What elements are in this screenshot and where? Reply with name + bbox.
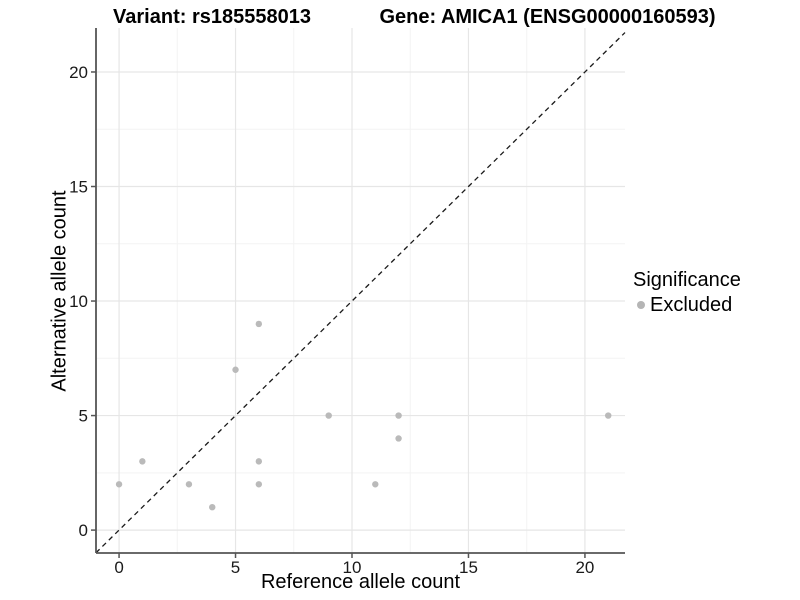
data-point (395, 412, 402, 419)
x-tick-label: 20 (575, 558, 594, 577)
plot-title-gene: Gene: AMICA1 (ENSG00000160593) (379, 6, 716, 28)
legend-item-excluded: Excluded (637, 293, 800, 317)
x-tick-label: 15 (459, 558, 478, 577)
data-point (395, 435, 402, 442)
data-point (115, 481, 123, 488)
y-tick-label: 5 (79, 407, 88, 426)
identity-line (95, 32, 626, 554)
x-tick-label: 5 (231, 558, 240, 577)
data-point (255, 481, 263, 488)
plot-title-variant: Variant: rs185558013 (113, 6, 311, 28)
x-tick-label: 0 (114, 558, 123, 577)
legend: Significance Excluded (633, 268, 800, 317)
y-tick-label: 15 (69, 178, 88, 197)
x-axis-title: Reference allele count (260, 571, 460, 593)
y-tick-label: 0 (79, 521, 88, 540)
y-tick-label: 10 (69, 292, 88, 311)
data-point (139, 458, 146, 465)
data-point (185, 481, 193, 488)
y-tick-label: 20 (69, 63, 88, 82)
legend-point-icon (637, 301, 645, 309)
y-axis-title: Alternative allele count (48, 190, 71, 392)
x-tick-label: 10 (343, 558, 362, 577)
data-point (255, 458, 263, 465)
data-point (372, 481, 379, 488)
legend-title: Significance (633, 269, 741, 291)
data-point (209, 503, 216, 511)
legend-item-label: Excluded (650, 294, 733, 316)
data-point (232, 366, 239, 373)
data-point (255, 320, 263, 328)
data-point (605, 412, 612, 419)
data-point (325, 412, 332, 419)
